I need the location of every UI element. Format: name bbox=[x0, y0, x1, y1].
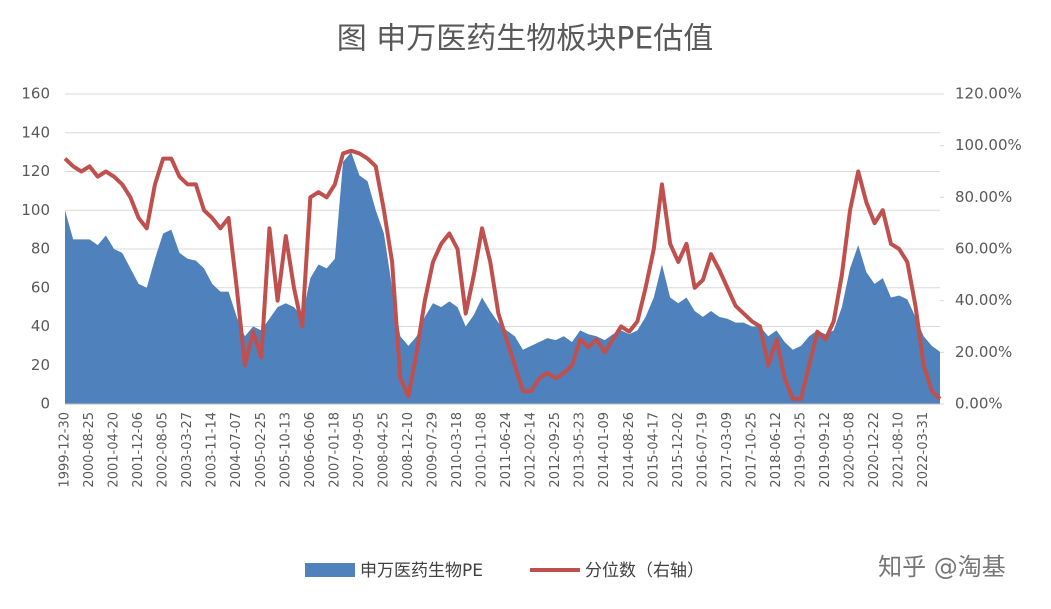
x-tick-label: 2012-02-14 bbox=[524, 412, 539, 488]
x-tick-label: 2014-08-26 bbox=[622, 412, 637, 488]
y-tick-label: 40 bbox=[31, 317, 50, 335]
legend-label: 分位数（右轴） bbox=[585, 561, 704, 581]
x-tick-label: 2010-11-08 bbox=[475, 412, 490, 488]
y2-tick-label: 20.00% bbox=[955, 343, 1012, 361]
x-tick-label: 2002-08-05 bbox=[156, 412, 171, 488]
y-tick-label: 160 bbox=[21, 85, 50, 103]
y-tick-label: 80 bbox=[31, 240, 50, 258]
x-tick-label: 2017-10-25 bbox=[744, 412, 759, 488]
y-tick-label: 20 bbox=[31, 356, 50, 374]
y2-tick-label: 80.00% bbox=[955, 188, 1012, 206]
y2-tick-label: 0.00% bbox=[955, 395, 1003, 413]
x-tick-label: 2005-10-13 bbox=[278, 412, 293, 488]
y-tick-label: 60 bbox=[31, 278, 50, 296]
x-tick-label: 2020-05-08 bbox=[843, 412, 858, 488]
x-tick-label: 2012-09-25 bbox=[548, 412, 563, 488]
x-tick-label: 2008-12-10 bbox=[401, 412, 416, 488]
legend-label: 申万医药生物PE bbox=[360, 561, 483, 581]
x-tick-label: 2005-02-25 bbox=[254, 412, 269, 488]
x-tick-label: 2020-12-22 bbox=[867, 412, 882, 488]
pe-area bbox=[65, 152, 940, 404]
y-tick-label: 140 bbox=[21, 123, 50, 141]
x-tick-label: 2013-05-23 bbox=[573, 412, 588, 488]
x-tick-label: 2003-03-27 bbox=[180, 412, 195, 488]
y-tick-label: 120 bbox=[21, 162, 50, 180]
x-tick-label: 2001-12-06 bbox=[131, 412, 146, 488]
x-tick-label: 2019-01-25 bbox=[793, 412, 808, 488]
x-tick-label: 2001-04-20 bbox=[107, 412, 122, 488]
x-tick-label: 2014-01-09 bbox=[597, 412, 612, 488]
x-tick-label: 2006-06-06 bbox=[303, 412, 318, 488]
x-tick-label: 2016-07-19 bbox=[695, 412, 710, 488]
x-tick-label: 2015-12-02 bbox=[671, 412, 686, 488]
watermark: 知乎 @淘基 bbox=[878, 553, 1006, 581]
x-tick-label: 2017-03-09 bbox=[720, 412, 735, 488]
legend-swatch bbox=[305, 563, 355, 577]
x-tick-label: 2007-01-18 bbox=[327, 412, 342, 488]
x-tick-label: 2022-03-31 bbox=[916, 412, 931, 488]
y2-tick-label: 100.00% bbox=[955, 136, 1022, 154]
x-tick-label: 2004-07-07 bbox=[229, 412, 244, 488]
chart-title: 图 申万医药生物板块PE估值 bbox=[337, 22, 714, 57]
x-tick-label: 2019-09-12 bbox=[818, 412, 833, 488]
x-tick-label: 2011-06-24 bbox=[499, 412, 514, 488]
y-tick-label: 100 bbox=[21, 201, 50, 219]
x-tick-label: 2009-07-29 bbox=[425, 412, 440, 488]
percentile-line bbox=[63, 148, 942, 401]
x-tick-label: 2015-04-17 bbox=[646, 412, 661, 488]
y-tick-label: 0 bbox=[40, 395, 50, 413]
x-tick-label: 1999-12-30 bbox=[58, 412, 73, 488]
y2-tick-label: 120.00% bbox=[955, 85, 1022, 103]
x-tick-label: 2018-06-12 bbox=[769, 412, 784, 488]
x-tick-label: 2007-09-05 bbox=[352, 412, 367, 488]
y2-tick-label: 60.00% bbox=[955, 240, 1012, 258]
y2-tick-label: 40.00% bbox=[955, 291, 1012, 309]
x-tick-label: 2008-04-25 bbox=[376, 412, 391, 488]
x-tick-label: 2000-08-25 bbox=[82, 412, 97, 488]
x-tick-label: 2021-08-10 bbox=[892, 412, 907, 488]
x-tick-label: 2003-11-14 bbox=[205, 412, 220, 488]
x-tick-label: 2010-03-18 bbox=[450, 412, 465, 488]
